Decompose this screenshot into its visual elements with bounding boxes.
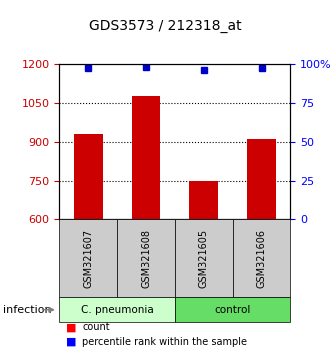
Text: GSM321606: GSM321606 — [256, 229, 267, 288]
Text: ■: ■ — [66, 337, 77, 347]
Bar — [247, 139, 276, 219]
Text: GSM321607: GSM321607 — [83, 229, 93, 288]
Text: percentile rank within the sample: percentile rank within the sample — [82, 337, 248, 347]
Text: infection: infection — [3, 305, 52, 315]
Text: ■: ■ — [66, 322, 77, 332]
Text: GSM321608: GSM321608 — [141, 229, 151, 288]
Text: control: control — [214, 305, 251, 315]
Text: C. pneumonia: C. pneumonia — [81, 305, 153, 315]
Text: GDS3573 / 212318_at: GDS3573 / 212318_at — [89, 19, 241, 34]
Bar — [132, 96, 160, 219]
Bar — [189, 181, 218, 219]
Text: GSM321605: GSM321605 — [199, 229, 209, 288]
Bar — [74, 134, 103, 219]
Text: count: count — [82, 322, 110, 332]
